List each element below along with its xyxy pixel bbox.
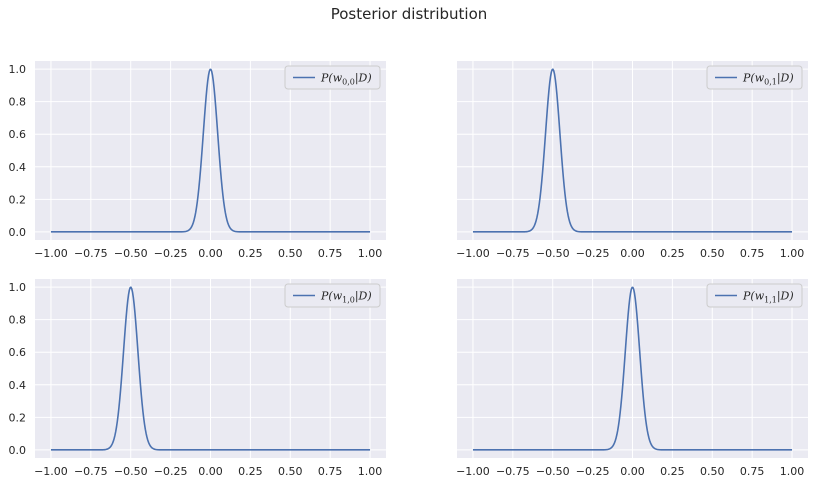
x-tick-label: −0.25	[576, 465, 610, 478]
x-tick-label: −0.75	[74, 247, 108, 260]
x-tick-label: 0.00	[620, 465, 645, 478]
x-tick-label: 0.25	[238, 247, 263, 260]
x-tick-label: −0.25	[154, 465, 188, 478]
x-tick-label: −0.25	[576, 247, 610, 260]
y-tick-label: 0.2	[9, 193, 27, 206]
y-tick-label: 0.8	[9, 314, 27, 327]
subplot-top-left: −1.00 −0.75 −0.50 −0.25 0.00 0.25 0.50 0.75 1.00…	[9, 61, 386, 260]
legend-box	[706, 65, 803, 90]
x-tick-label: −0.50	[114, 247, 148, 260]
x-tick-label: 0.25	[660, 465, 685, 478]
x-tick-label: 0.25	[660, 247, 685, 260]
series-line	[472, 68, 793, 233]
x-tick-label: −0.75	[496, 247, 530, 260]
y-tick-label: 0.0	[9, 444, 27, 457]
legend-label: P(w1,1|D)	[742, 290, 794, 305]
x-tick-label: −0.25	[154, 247, 188, 260]
series-line	[50, 68, 371, 233]
legend-box	[284, 65, 381, 90]
x-tick-label: 0.25	[238, 465, 263, 478]
legend-label: P(w1,0|D)	[320, 290, 372, 305]
x-tick-label: 0.50	[278, 465, 303, 478]
x-tick-label: −0.50	[536, 465, 570, 478]
x-tick-label: 1.00	[780, 247, 805, 260]
x-tick-label: 1.00	[358, 465, 383, 478]
x-tick-label: −1.00	[34, 247, 68, 260]
x-tick-label: 0.75	[740, 247, 765, 260]
y-tick-label: 0.0	[9, 226, 27, 239]
subplot-bottom-left: −1.00 −0.75 −0.50 −0.25 0.00 0.25 0.50 0.75 1.00…	[9, 279, 386, 478]
legend-label: P(w0,1|D)	[742, 72, 794, 87]
y-tick-label: 1.0	[9, 281, 27, 294]
y-tick-label: 0.6	[9, 128, 27, 141]
y-tick-label: 0.4	[9, 379, 27, 392]
legend-label: P(w0,0|D)	[320, 72, 372, 87]
x-tick-label: 0.50	[700, 247, 725, 260]
subplot-bottom-right: −1.00 −0.75 −0.50 −0.25 0.00 0.25 0.50 0.75 1.00…	[456, 279, 808, 478]
x-tick-label: −0.75	[496, 465, 530, 478]
x-tick-label: 0.75	[318, 465, 343, 478]
figure-suptitle: Posterior distribution	[331, 5, 488, 23]
x-tick-label: 0.00	[620, 247, 645, 260]
series-line	[472, 286, 793, 451]
subplot-grid: −1.00 −0.75 −0.50 −0.25 0.00 0.25 0.50 0.75 1.00…	[9, 61, 808, 478]
y-tick-label: 0.4	[9, 161, 27, 174]
x-tick-label: 0.50	[700, 465, 725, 478]
y-tick-label: 0.8	[9, 96, 27, 109]
y-tick-label: 1.0	[9, 63, 27, 76]
x-tick-label: 1.00	[358, 247, 383, 260]
subplot-top-right: −1.00 −0.75 −0.50 −0.25 0.00 0.25 0.50 0.75 1.00…	[456, 61, 808, 260]
x-tick-label: −0.50	[536, 247, 570, 260]
y-tick-label: 0.2	[9, 411, 27, 424]
y-tick-label: 0.6	[9, 346, 27, 359]
x-tick-label: −1.00	[34, 465, 68, 478]
x-tick-label: −0.75	[74, 465, 108, 478]
legend-box	[284, 283, 381, 308]
x-tick-label: 0.75	[318, 247, 343, 260]
x-tick-label: 0.50	[278, 247, 303, 260]
x-tick-label: 0.75	[740, 465, 765, 478]
x-tick-label: −1.00	[456, 247, 490, 260]
series-line	[50, 286, 371, 451]
legend-box	[706, 283, 803, 308]
x-tick-label: 0.00	[198, 465, 223, 478]
x-tick-label: −0.50	[114, 465, 148, 478]
x-tick-label: −1.00	[456, 465, 490, 478]
x-tick-label: 1.00	[780, 465, 805, 478]
x-tick-label: 0.00	[198, 247, 223, 260]
